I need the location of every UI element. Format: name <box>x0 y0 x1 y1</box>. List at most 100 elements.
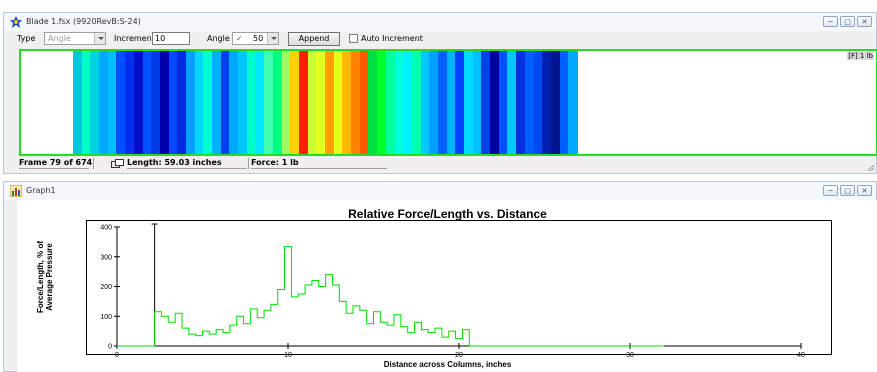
window-title: Blade 1.fsx (9920RevB:S-24) <box>26 17 141 26</box>
pressure-cell-column <box>446 51 456 154</box>
pressure-cell-column <box>455 51 465 154</box>
increment-label: Increment <box>114 34 155 43</box>
auto-increment-label: Auto Increment <box>361 34 423 43</box>
maximize-icon: □ <box>844 187 851 195</box>
increment-input[interactable]: 10 <box>152 32 190 45</box>
pressure-cell-column <box>307 51 317 154</box>
y-axis-label-line-1: Force/Length, % of <box>36 241 45 313</box>
graph-icon <box>10 185 22 197</box>
minimize-icon: ─ <box>828 187 833 195</box>
x-tick-label: 30 <box>626 352 634 359</box>
pressure-map-canvas[interactable]: [F] 1 lb <box>19 49 877 156</box>
pressure-cell-column <box>255 51 265 154</box>
pressure-cell-column <box>464 51 474 154</box>
graph-titlebar[interactable]: Graph1 ─ □ ✕ <box>4 182 876 200</box>
pressure-cell-column <box>125 51 135 154</box>
pressure-cell-column <box>507 51 517 154</box>
maximize-icon: □ <box>844 18 851 26</box>
pressure-cell-column <box>368 51 378 154</box>
minimize-button[interactable]: ─ <box>823 16 838 27</box>
pressure-cell-column <box>351 51 361 154</box>
y-axis-label-line-2: Average Pressure <box>45 243 54 311</box>
pressure-cell-column <box>568 51 578 154</box>
pressure-cell-column <box>403 51 413 154</box>
status-bar: Frame 79 of 674 Length: 59.03 inches For… <box>19 158 389 169</box>
pressure-cell-column <box>298 51 309 154</box>
pressure-cell-column <box>333 51 343 154</box>
pressure-cell-column <box>498 51 509 154</box>
close-button[interactable]: ✕ <box>857 16 872 27</box>
window-title: Graph1 <box>26 186 56 195</box>
status-divider <box>93 158 94 169</box>
pressure-cell-column <box>168 51 178 154</box>
close-icon: ✕ <box>861 18 868 26</box>
pressure-cell-column <box>290 51 300 154</box>
type-select[interactable]: Angle <box>44 32 106 45</box>
angle-select[interactable]: ✓ 50 <box>232 32 279 45</box>
maximize-button[interactable]: □ <box>840 16 855 27</box>
pressure-cell-column <box>377 51 387 154</box>
pressure-cell-column <box>420 51 430 154</box>
pressure-cell-column <box>229 51 239 154</box>
x-tick-label: 20 <box>455 352 463 359</box>
pressure-cell-column <box>133 51 144 154</box>
pressure-cell-column <box>550 51 561 154</box>
resize-grip-icon[interactable] <box>866 163 874 171</box>
pressure-cell-column <box>559 51 569 154</box>
pressure-cell-column <box>159 51 170 154</box>
pressure-cell-column <box>490 51 500 154</box>
frame-status: Frame 79 of 674 <box>19 158 93 169</box>
x-tick-label: 40 <box>797 352 805 359</box>
graph-window: Graph1 ─ □ ✕ Relative Force/Length vs. D… <box>3 181 877 372</box>
y-tick-label: 300 <box>100 254 112 261</box>
type-label: Type <box>17 34 36 43</box>
type-select-value: Angle <box>48 34 71 43</box>
angle-label: Angle <box>207 34 230 43</box>
pressure-cell-column <box>116 51 126 154</box>
append-button[interactable]: Append <box>288 32 340 46</box>
pressure-cell-column <box>542 51 552 154</box>
pressure-cell-column <box>429 51 439 154</box>
pressure-cell-column <box>472 51 482 154</box>
pressure-cell-column <box>524 51 535 154</box>
pressure-cell-column <box>325 51 335 154</box>
window-controls: ─ □ ✕ <box>823 185 872 197</box>
minimize-button[interactable]: ─ <box>823 185 838 196</box>
pressure-cell-column <box>411 51 422 154</box>
pressure-cell-column <box>73 51 83 154</box>
x-tick-label: 10 <box>284 352 292 359</box>
pressure-cell-column <box>203 51 213 154</box>
chevron-down-icon <box>267 33 278 44</box>
window-controls: ─ □ ✕ <box>823 16 872 28</box>
pressure-cell-column <box>272 51 283 154</box>
line-chart: 0 100 200 300 400 0 10 20 30 40 <box>100 223 805 359</box>
maximize-button[interactable]: □ <box>840 185 855 196</box>
minimize-icon: ─ <box>828 18 833 26</box>
pressure-cell-column <box>151 51 161 154</box>
length-status: Length: 59.03 inches <box>127 158 247 169</box>
y-tick-label: 0 <box>108 344 112 351</box>
segment-toolbar: Type Angle Increment 10 Angle ✓ 50 Appen… <box>4 31 876 46</box>
check-icon: ✓ <box>236 34 243 43</box>
angle-select-value: 50 <box>253 34 264 43</box>
auto-increment-checkbox[interactable] <box>349 34 358 43</box>
pressure-cell-column <box>359 51 370 154</box>
pressure-cell-column <box>194 51 204 154</box>
pressure-cell-column <box>246 51 257 154</box>
pressure-cell-column <box>394 51 404 154</box>
pressure-cell-column <box>281 51 291 154</box>
y-tick-label: 200 <box>100 284 112 291</box>
tekscan-app-icon <box>10 16 22 28</box>
pressure-cell-column <box>342 51 352 154</box>
pressure-map-titlebar[interactable]: Blade 1.fsx (9920RevB:S-24) ─ □ ✕ <box>4 13 876 31</box>
graph-canvas[interactable]: Relative Force/Length vs. Distance Force… <box>17 200 877 372</box>
pressure-cell-column <box>316 51 326 154</box>
close-icon: ✕ <box>861 187 868 195</box>
pressure-cell-column <box>212 51 222 154</box>
chart-title: Relative Force/Length vs. Distance <box>348 207 547 221</box>
pressure-cell-column <box>81 51 91 154</box>
close-button[interactable]: ✕ <box>857 185 872 196</box>
pressure-cell-column <box>385 51 396 154</box>
chevron-down-icon <box>94 33 105 44</box>
pressure-cell-column <box>99 51 109 154</box>
